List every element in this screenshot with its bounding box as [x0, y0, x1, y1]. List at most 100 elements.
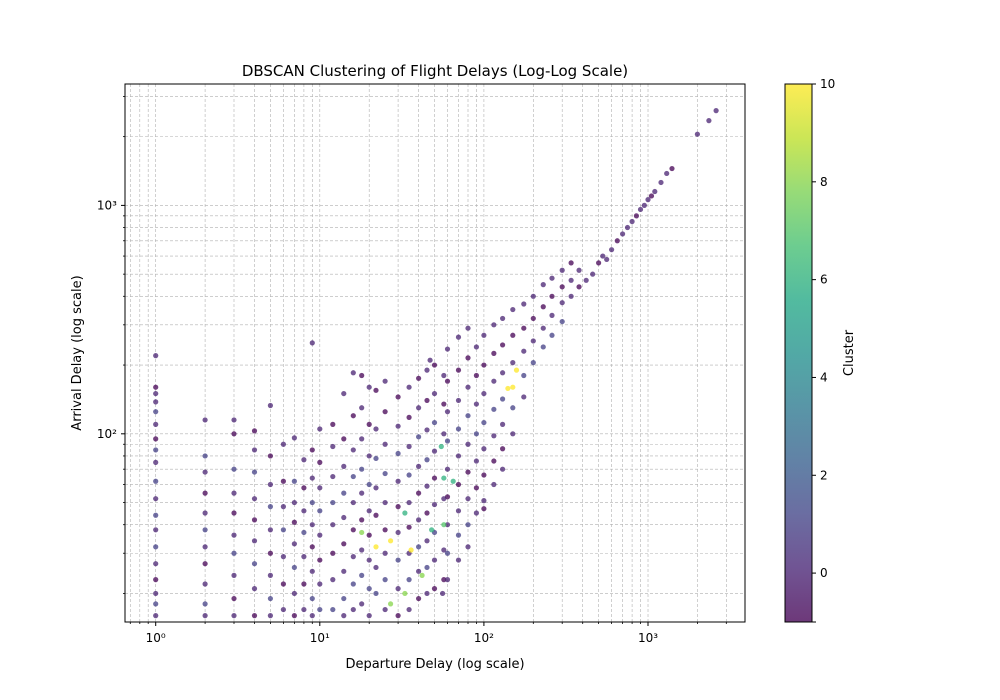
data-point — [373, 512, 379, 518]
data-point — [576, 267, 582, 273]
data-point — [341, 436, 347, 442]
data-point — [441, 577, 447, 583]
data-point — [395, 529, 401, 536]
data-point — [231, 431, 237, 437]
data-point — [350, 473, 356, 480]
data-point — [444, 378, 451, 384]
data-point — [202, 417, 208, 423]
data-point — [465, 413, 471, 419]
data-point — [291, 564, 297, 571]
data-point — [424, 457, 430, 463]
data-point — [202, 510, 208, 516]
data-point — [619, 231, 626, 237]
data-point — [291, 499, 297, 506]
data-point — [395, 450, 401, 457]
data-point — [568, 293, 574, 299]
data-point — [500, 370, 506, 376]
data-point — [330, 443, 336, 450]
colorbar-tick-label: 4 — [820, 370, 828, 384]
data-point — [153, 590, 159, 597]
data-point — [406, 472, 412, 478]
data-point — [424, 483, 430, 489]
data-point — [444, 409, 451, 415]
data-point — [441, 547, 447, 553]
data-point — [251, 447, 258, 453]
data-point — [153, 384, 159, 390]
data-point — [549, 332, 555, 338]
y-axis-label: Arrival Delay (log scale) — [70, 275, 85, 430]
data-point — [153, 478, 159, 484]
data-point — [500, 446, 506, 452]
colorbar-tick-label: 0 — [820, 566, 828, 580]
data-point — [330, 421, 336, 427]
data-point — [395, 478, 401, 484]
data-point — [465, 384, 471, 390]
data-point — [317, 557, 323, 563]
data-point — [465, 544, 471, 550]
data-point — [444, 346, 451, 352]
data-point — [153, 601, 159, 607]
data-point — [481, 419, 487, 426]
data-point — [491, 378, 497, 384]
data-point — [317, 485, 323, 491]
data-point — [540, 344, 546, 350]
data-point — [652, 188, 658, 195]
data-point — [406, 606, 412, 613]
data-point — [382, 470, 388, 477]
data-point — [439, 590, 446, 597]
data-point — [153, 613, 159, 619]
data-point — [309, 568, 315, 574]
data-point — [231, 595, 237, 602]
data-point — [309, 595, 315, 602]
data-point — [416, 544, 422, 550]
data-point — [267, 504, 273, 510]
data-point — [359, 601, 365, 607]
chart-title: DBSCAN Clustering of Flight Delays (Log-… — [242, 62, 628, 80]
data-point — [510, 332, 516, 338]
data-point — [540, 325, 546, 331]
data-point — [395, 394, 401, 400]
data-point — [500, 396, 506, 402]
data-point — [359, 466, 365, 472]
data-point — [231, 490, 237, 496]
data-point — [424, 538, 430, 544]
data-point — [153, 353, 159, 359]
data-point — [267, 613, 273, 619]
data-point — [309, 340, 315, 346]
data-point — [309, 499, 315, 506]
x-tick-label: 10² — [474, 631, 494, 645]
data-point — [309, 447, 315, 453]
data-point — [491, 406, 497, 412]
data-point — [153, 409, 159, 415]
data-point — [359, 372, 365, 379]
data-point — [530, 315, 536, 322]
data-point — [624, 224, 631, 231]
data-point — [424, 590, 430, 597]
data-point — [491, 481, 497, 488]
data-point — [267, 527, 273, 533]
data-point — [280, 606, 286, 613]
data-point — [473, 372, 479, 379]
colorbar-gradient — [785, 84, 812, 622]
data-point — [153, 544, 159, 550]
data-point — [317, 426, 323, 432]
colorbar: 0 2 4 6 8 10 Cluster — [784, 77, 857, 623]
data-point — [359, 572, 365, 578]
data-point — [419, 572, 425, 578]
data-point — [153, 577, 159, 583]
data-point — [231, 417, 237, 423]
data-point — [280, 478, 286, 484]
data-point — [473, 458, 479, 464]
data-point — [366, 613, 372, 619]
data-point — [373, 455, 379, 462]
data-point — [455, 453, 462, 459]
data-point — [280, 581, 286, 587]
data-point — [153, 421, 159, 427]
data-point — [350, 606, 356, 613]
data-point — [350, 527, 356, 533]
data-point — [350, 554, 356, 560]
data-point — [481, 472, 487, 478]
data-point — [395, 586, 401, 592]
data-point — [153, 390, 159, 397]
data-point — [455, 532, 462, 538]
